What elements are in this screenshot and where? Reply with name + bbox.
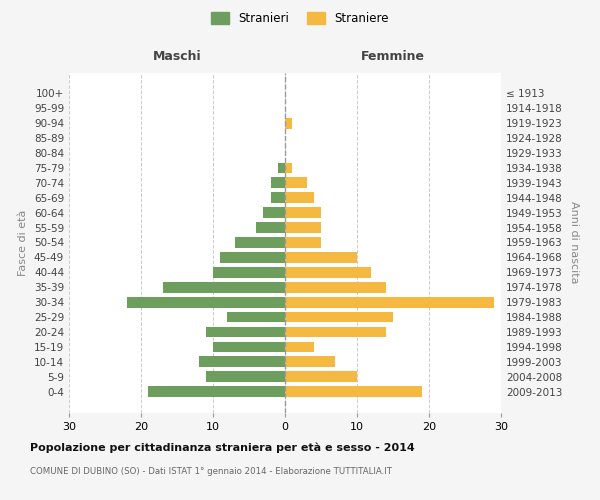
Bar (285, 222, 321, 233)
Bar (256, 222, 285, 233)
Bar (285, 237, 321, 248)
Bar (285, 192, 314, 203)
Bar (213, 267, 285, 278)
Bar (285, 162, 292, 173)
Bar (227, 312, 285, 322)
Bar (263, 208, 285, 218)
Bar (271, 178, 285, 188)
Bar (285, 267, 371, 278)
Bar (271, 192, 285, 203)
Bar (285, 342, 314, 352)
Bar (285, 208, 321, 218)
Text: Maschi: Maschi (152, 50, 202, 64)
Bar (213, 342, 285, 352)
Bar (285, 252, 357, 263)
Text: Femmine: Femmine (361, 50, 425, 64)
Bar (285, 372, 357, 382)
Bar (285, 297, 494, 308)
Bar (285, 326, 386, 338)
Bar (163, 282, 285, 292)
Bar (285, 356, 335, 367)
Bar (199, 356, 285, 367)
Bar (285, 118, 292, 128)
Bar (206, 326, 285, 338)
Bar (285, 282, 386, 292)
Bar (220, 252, 285, 263)
Text: COMUNE DI DUBINO (SO) - Dati ISTAT 1° gennaio 2014 - Elaborazione TUTTITALIA.IT: COMUNE DI DUBINO (SO) - Dati ISTAT 1° ge… (30, 468, 392, 476)
Y-axis label: Fasce di età: Fasce di età (19, 210, 28, 276)
Bar (285, 386, 422, 397)
Bar (148, 386, 285, 397)
Bar (235, 237, 285, 248)
Bar (278, 162, 285, 173)
Legend: Stranieri, Straniere: Stranieri, Straniere (208, 8, 392, 28)
Bar (127, 297, 285, 308)
Text: Popolazione per cittadinanza straniera per età e sesso - 2014: Popolazione per cittadinanza straniera p… (30, 442, 415, 453)
Bar (285, 178, 307, 188)
Bar (285, 312, 393, 322)
Bar (206, 372, 285, 382)
Y-axis label: Anni di nascita: Anni di nascita (569, 201, 579, 283)
